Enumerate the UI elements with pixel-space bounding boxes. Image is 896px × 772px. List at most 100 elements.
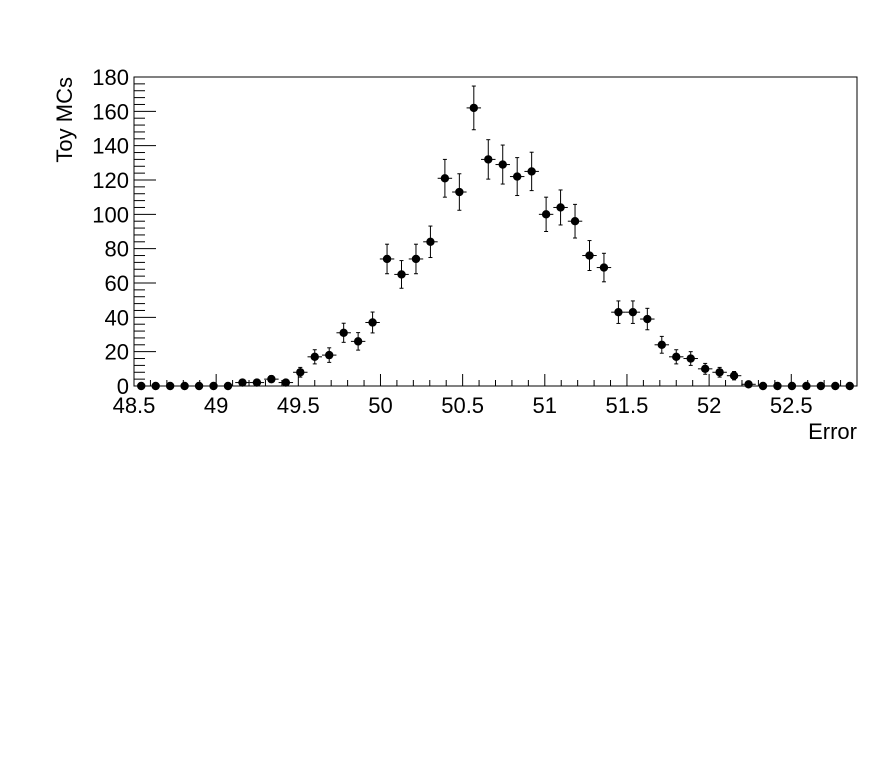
data-marker	[599, 263, 609, 272]
x-tick-label: 49	[204, 393, 228, 418]
data-point	[726, 370, 742, 381]
data-marker	[368, 318, 377, 327]
data-point	[538, 196, 554, 232]
x-tick-label: 50.5	[441, 393, 484, 418]
data-point	[799, 381, 814, 391]
data-point	[553, 189, 568, 226]
data-point	[264, 374, 279, 384]
data-point	[567, 203, 583, 239]
data-point	[365, 311, 380, 334]
data-marker	[802, 381, 811, 391]
data-point	[293, 366, 308, 378]
data-marker	[252, 378, 262, 387]
y-axis-title: Toy MCs	[52, 77, 77, 163]
data-marker	[498, 160, 507, 169]
y-tick-label: 140	[92, 134, 129, 159]
data-marker	[426, 237, 435, 246]
y-tick-label: 0	[117, 374, 129, 399]
y-tick-label: 180	[92, 65, 129, 90]
data-point	[134, 381, 149, 391]
data-point	[350, 332, 366, 351]
x-tick-label: 50	[368, 393, 392, 418]
data-marker	[643, 314, 652, 324]
data-point	[842, 381, 857, 391]
data-point	[423, 225, 438, 259]
data-point	[495, 144, 510, 185]
y-tick-label: 20	[105, 340, 129, 365]
data-marker	[267, 374, 276, 384]
data-point	[278, 378, 294, 387]
data-point	[162, 381, 178, 391]
data-point	[755, 381, 771, 391]
x-tick-label: 48.5	[113, 393, 156, 418]
data-marker	[758, 381, 768, 391]
data-marker	[700, 364, 710, 374]
data-points	[134, 85, 857, 391]
x-tick-label: 52	[697, 393, 721, 418]
data-marker	[816, 381, 826, 391]
data-marker	[614, 307, 623, 317]
data-point	[596, 252, 612, 283]
x-tick-label: 51	[533, 393, 557, 418]
data-marker	[180, 381, 189, 391]
data-marker	[628, 307, 638, 317]
data-point	[640, 307, 655, 331]
data-marker	[223, 381, 233, 391]
data-point	[669, 349, 684, 365]
data-marker	[729, 371, 739, 380]
data-marker	[484, 155, 493, 164]
data-marker	[151, 381, 160, 391]
y-tick-label: 60	[105, 271, 129, 296]
data-point	[408, 243, 424, 275]
data-point	[321, 347, 337, 363]
y-tick-label: 120	[92, 168, 129, 193]
data-marker	[845, 381, 854, 391]
data-marker	[556, 203, 565, 212]
data-point	[148, 381, 163, 391]
data-point	[524, 151, 539, 192]
data-point	[683, 351, 698, 366]
data-point	[813, 381, 829, 391]
data-marker	[686, 354, 695, 363]
data-point	[741, 380, 756, 389]
y-tick-label: 40	[105, 305, 129, 330]
data-point	[235, 378, 250, 387]
data-point	[697, 362, 713, 375]
data-marker	[585, 251, 594, 260]
data-marker	[787, 381, 797, 391]
data-marker	[353, 337, 363, 346]
data-marker	[325, 350, 334, 360]
data-marker	[570, 217, 580, 226]
data-marker	[455, 187, 464, 197]
data-point	[437, 158, 453, 198]
data-marker	[657, 340, 666, 349]
data-marker	[469, 103, 479, 113]
data-point	[177, 381, 192, 391]
data-marker	[382, 254, 392, 264]
data-marker	[339, 328, 348, 337]
x-tick-label: 52.5	[770, 393, 813, 418]
x-tick-label: 51.5	[606, 393, 649, 418]
data-point	[379, 243, 395, 275]
data-marker	[440, 174, 450, 183]
data-marker	[310, 352, 319, 362]
data-marker	[541, 210, 551, 219]
data-marker	[527, 167, 536, 176]
y-tick-label: 160	[92, 99, 129, 124]
data-point	[307, 349, 322, 365]
data-point	[828, 381, 843, 391]
y-tick-label: 100	[92, 202, 129, 227]
data-marker	[397, 270, 406, 279]
data-point	[394, 260, 409, 289]
x-axis-title: Error	[808, 419, 857, 444]
data-point	[509, 157, 525, 197]
data-point	[654, 335, 670, 354]
data-point	[611, 300, 626, 324]
data-marker	[209, 381, 218, 391]
data-marker	[773, 381, 782, 391]
data-marker	[296, 368, 305, 377]
data-point	[712, 366, 727, 378]
data-point	[206, 381, 221, 391]
data-marker	[715, 368, 724, 377]
